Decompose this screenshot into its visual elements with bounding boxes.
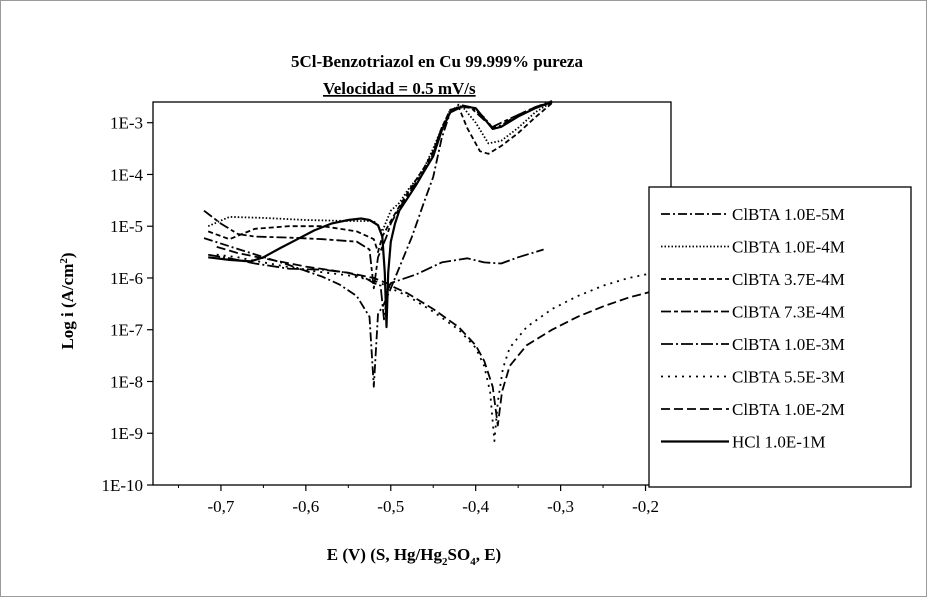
y-tick-label: 1E-10 [101,476,143,495]
y-tick-label: 1E-8 [110,372,143,391]
chart-subtitle: Velocidad = 0.5 mV/s [323,79,476,98]
plot-area-border [152,101,672,486]
legend-label: ClBTA 1.0E-4M [732,238,845,257]
axes [152,101,672,486]
chart-title: 5Cl-Benzotriazol en Cu 99.999% pureza [291,52,583,71]
y-tick-label: 1E-4 [110,165,144,184]
legend-box [648,186,912,488]
legend-label: ClBTA 3.7E-4M [732,270,845,289]
series-line-5 [208,248,544,321]
y-tick-label: 1E-3 [110,114,143,133]
x-tick-label: -0,6 [292,497,319,516]
legend-label: HCl 1.0E-1M [732,433,826,452]
x-tick-label: -0,2 [632,497,659,516]
legend-label: ClBTA 7.3E-4M [732,303,845,322]
series-line-2 [207,101,553,233]
x-tick-label: -0,4 [462,497,489,516]
legend-label: ClBTA 1.0E-5M [732,205,845,224]
legend-label: ClBTA 1.0E-3M [732,335,845,354]
series-line-6 [216,253,672,442]
series-line-8 [208,100,553,329]
x-tick-label: -0,3 [547,497,574,516]
y-axis-ticks: 1E-10 1E-9 1E-8 1E-7 1E-6 1E-5 1E-4 1E-3 [101,114,153,495]
legend: ClBTA 1.0E-5M ClBTA 1.0E-4M ClBTA 3.7E-4M C… [648,186,912,488]
x-tick-label: -0,7 [207,497,234,516]
y-axis-label: Log i (A/cm2) [58,252,77,349]
legend-label: ClBTA 1.0E-2M [732,400,845,419]
series-line-7 [216,246,672,427]
x-axis-label: E (V) (S, Hg/Hg2SO4, E) [327,545,501,568]
y-tick-label: 1E-9 [110,424,143,443]
series-line-1 [203,100,553,388]
legend-label: ClBTA 5.5E-3M [732,368,845,387]
series-line-3 [207,102,553,253]
x-tick-label: -0,5 [377,497,404,516]
series-lines [203,100,672,442]
y-tick-label: 1E-6 [110,269,143,288]
x-axis-ticks: -0,7 -0,6 -0,5 -0,4 -0,3 -0,2 [177,485,659,516]
y-tick-label: 1E-7 [110,321,144,340]
y-tick-label: 1E-5 [110,217,143,236]
